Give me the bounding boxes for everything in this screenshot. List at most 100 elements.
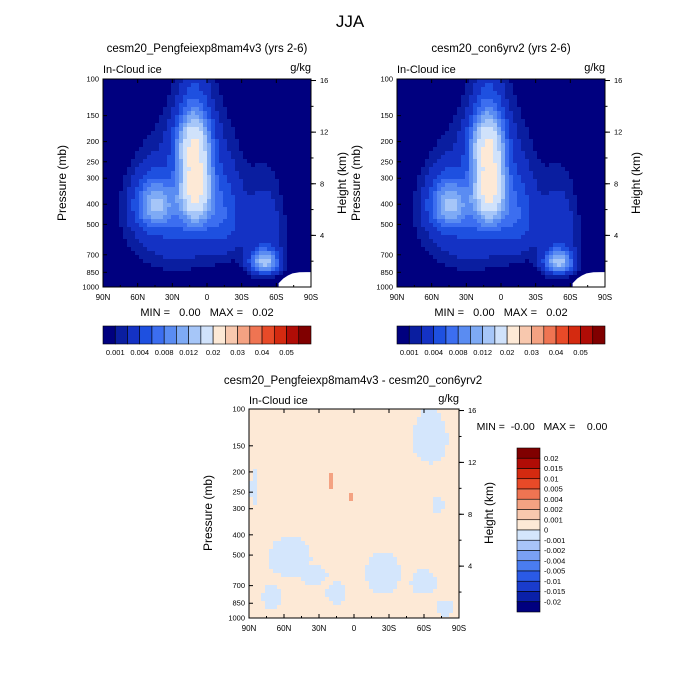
field-cell bbox=[127, 267, 132, 272]
field-cell bbox=[227, 211, 232, 216]
field-cell bbox=[569, 95, 574, 100]
field-cell bbox=[529, 95, 534, 100]
field-cell bbox=[497, 143, 502, 148]
field-cell bbox=[163, 187, 168, 192]
field-cell bbox=[227, 87, 232, 92]
field-cell bbox=[195, 123, 200, 128]
field-cell bbox=[255, 79, 260, 84]
field-cell bbox=[207, 195, 212, 200]
field-cell bbox=[307, 139, 312, 144]
field-cell bbox=[569, 127, 574, 132]
field-cell bbox=[429, 151, 434, 156]
field-cell bbox=[267, 99, 272, 104]
field-cell bbox=[215, 171, 220, 176]
field-cell bbox=[283, 131, 288, 136]
field-cell bbox=[251, 139, 256, 144]
field-cell bbox=[501, 131, 506, 136]
field-cell bbox=[441, 111, 446, 116]
field-cell bbox=[251, 231, 256, 236]
field-cell bbox=[441, 175, 446, 180]
field-cell bbox=[473, 95, 478, 100]
field-cell bbox=[589, 155, 594, 160]
field-cell bbox=[231, 175, 236, 180]
field-cell bbox=[449, 191, 454, 196]
field-cell bbox=[251, 227, 256, 232]
field-cell bbox=[501, 199, 506, 204]
field-cell bbox=[449, 223, 454, 228]
field-cell bbox=[409, 223, 414, 228]
field-cell bbox=[223, 123, 228, 128]
field-cell bbox=[239, 143, 244, 148]
field-cell bbox=[513, 191, 518, 196]
field-cell bbox=[557, 211, 562, 216]
field-cell bbox=[509, 111, 514, 116]
field-cell bbox=[123, 79, 128, 84]
field-cell bbox=[267, 211, 272, 216]
field-cell bbox=[299, 91, 304, 96]
field-cell bbox=[247, 223, 252, 228]
field-cell bbox=[593, 163, 598, 168]
field-cell bbox=[473, 191, 478, 196]
field-cell bbox=[533, 183, 538, 188]
field-cell bbox=[279, 255, 284, 260]
field-cell bbox=[111, 251, 116, 256]
field-cell bbox=[167, 239, 172, 244]
field-cell bbox=[561, 159, 566, 164]
field-cell bbox=[461, 91, 466, 96]
field-cell bbox=[187, 143, 192, 148]
field-cell bbox=[481, 243, 486, 248]
field-cell bbox=[453, 235, 458, 240]
field-cell bbox=[271, 251, 276, 256]
field-cell bbox=[517, 199, 522, 204]
field-cell bbox=[517, 159, 522, 164]
field-cell bbox=[485, 175, 490, 180]
field-cell bbox=[569, 183, 574, 188]
field-cell bbox=[143, 207, 148, 212]
field-cell bbox=[215, 135, 220, 140]
field-cell bbox=[263, 143, 268, 148]
field-cell bbox=[533, 199, 538, 204]
field-cell bbox=[291, 183, 296, 188]
field-cell bbox=[465, 227, 470, 232]
field-cell bbox=[417, 199, 422, 204]
field-cell bbox=[485, 155, 490, 160]
field-cell bbox=[207, 283, 212, 288]
field-cell bbox=[577, 219, 582, 224]
field-cell bbox=[183, 175, 188, 180]
field-cell bbox=[103, 187, 108, 192]
field-cell bbox=[267, 271, 272, 276]
field-cell bbox=[115, 263, 120, 268]
field-cell bbox=[533, 191, 538, 196]
field-cell bbox=[155, 195, 160, 200]
field-cell bbox=[183, 123, 188, 128]
field-cell bbox=[461, 219, 466, 224]
field-cell bbox=[529, 211, 534, 216]
field-cell bbox=[195, 195, 200, 200]
field-cell bbox=[187, 183, 192, 188]
field-cell bbox=[509, 239, 514, 244]
field-cell bbox=[207, 259, 212, 264]
field-cell bbox=[565, 139, 570, 144]
field-cell bbox=[437, 143, 442, 148]
field-cell bbox=[223, 167, 228, 172]
field-cell bbox=[111, 79, 116, 84]
field-cell bbox=[143, 163, 148, 168]
field-cell bbox=[171, 283, 176, 288]
field-cell bbox=[283, 163, 288, 168]
field-cell bbox=[255, 251, 260, 256]
field-cell bbox=[433, 243, 438, 248]
field-cell bbox=[247, 99, 252, 104]
field-cell bbox=[307, 123, 312, 128]
field-cell bbox=[453, 107, 458, 112]
field-cell bbox=[155, 215, 160, 220]
field-cell bbox=[505, 83, 510, 88]
field-cell bbox=[401, 151, 406, 156]
field-cell bbox=[175, 175, 180, 180]
field-cell bbox=[215, 127, 220, 132]
field-cell bbox=[123, 175, 128, 180]
field-cell bbox=[255, 103, 260, 108]
field-cell bbox=[123, 103, 128, 108]
field-cell bbox=[473, 195, 478, 200]
field-cell bbox=[509, 87, 514, 92]
field-cell bbox=[307, 211, 312, 216]
